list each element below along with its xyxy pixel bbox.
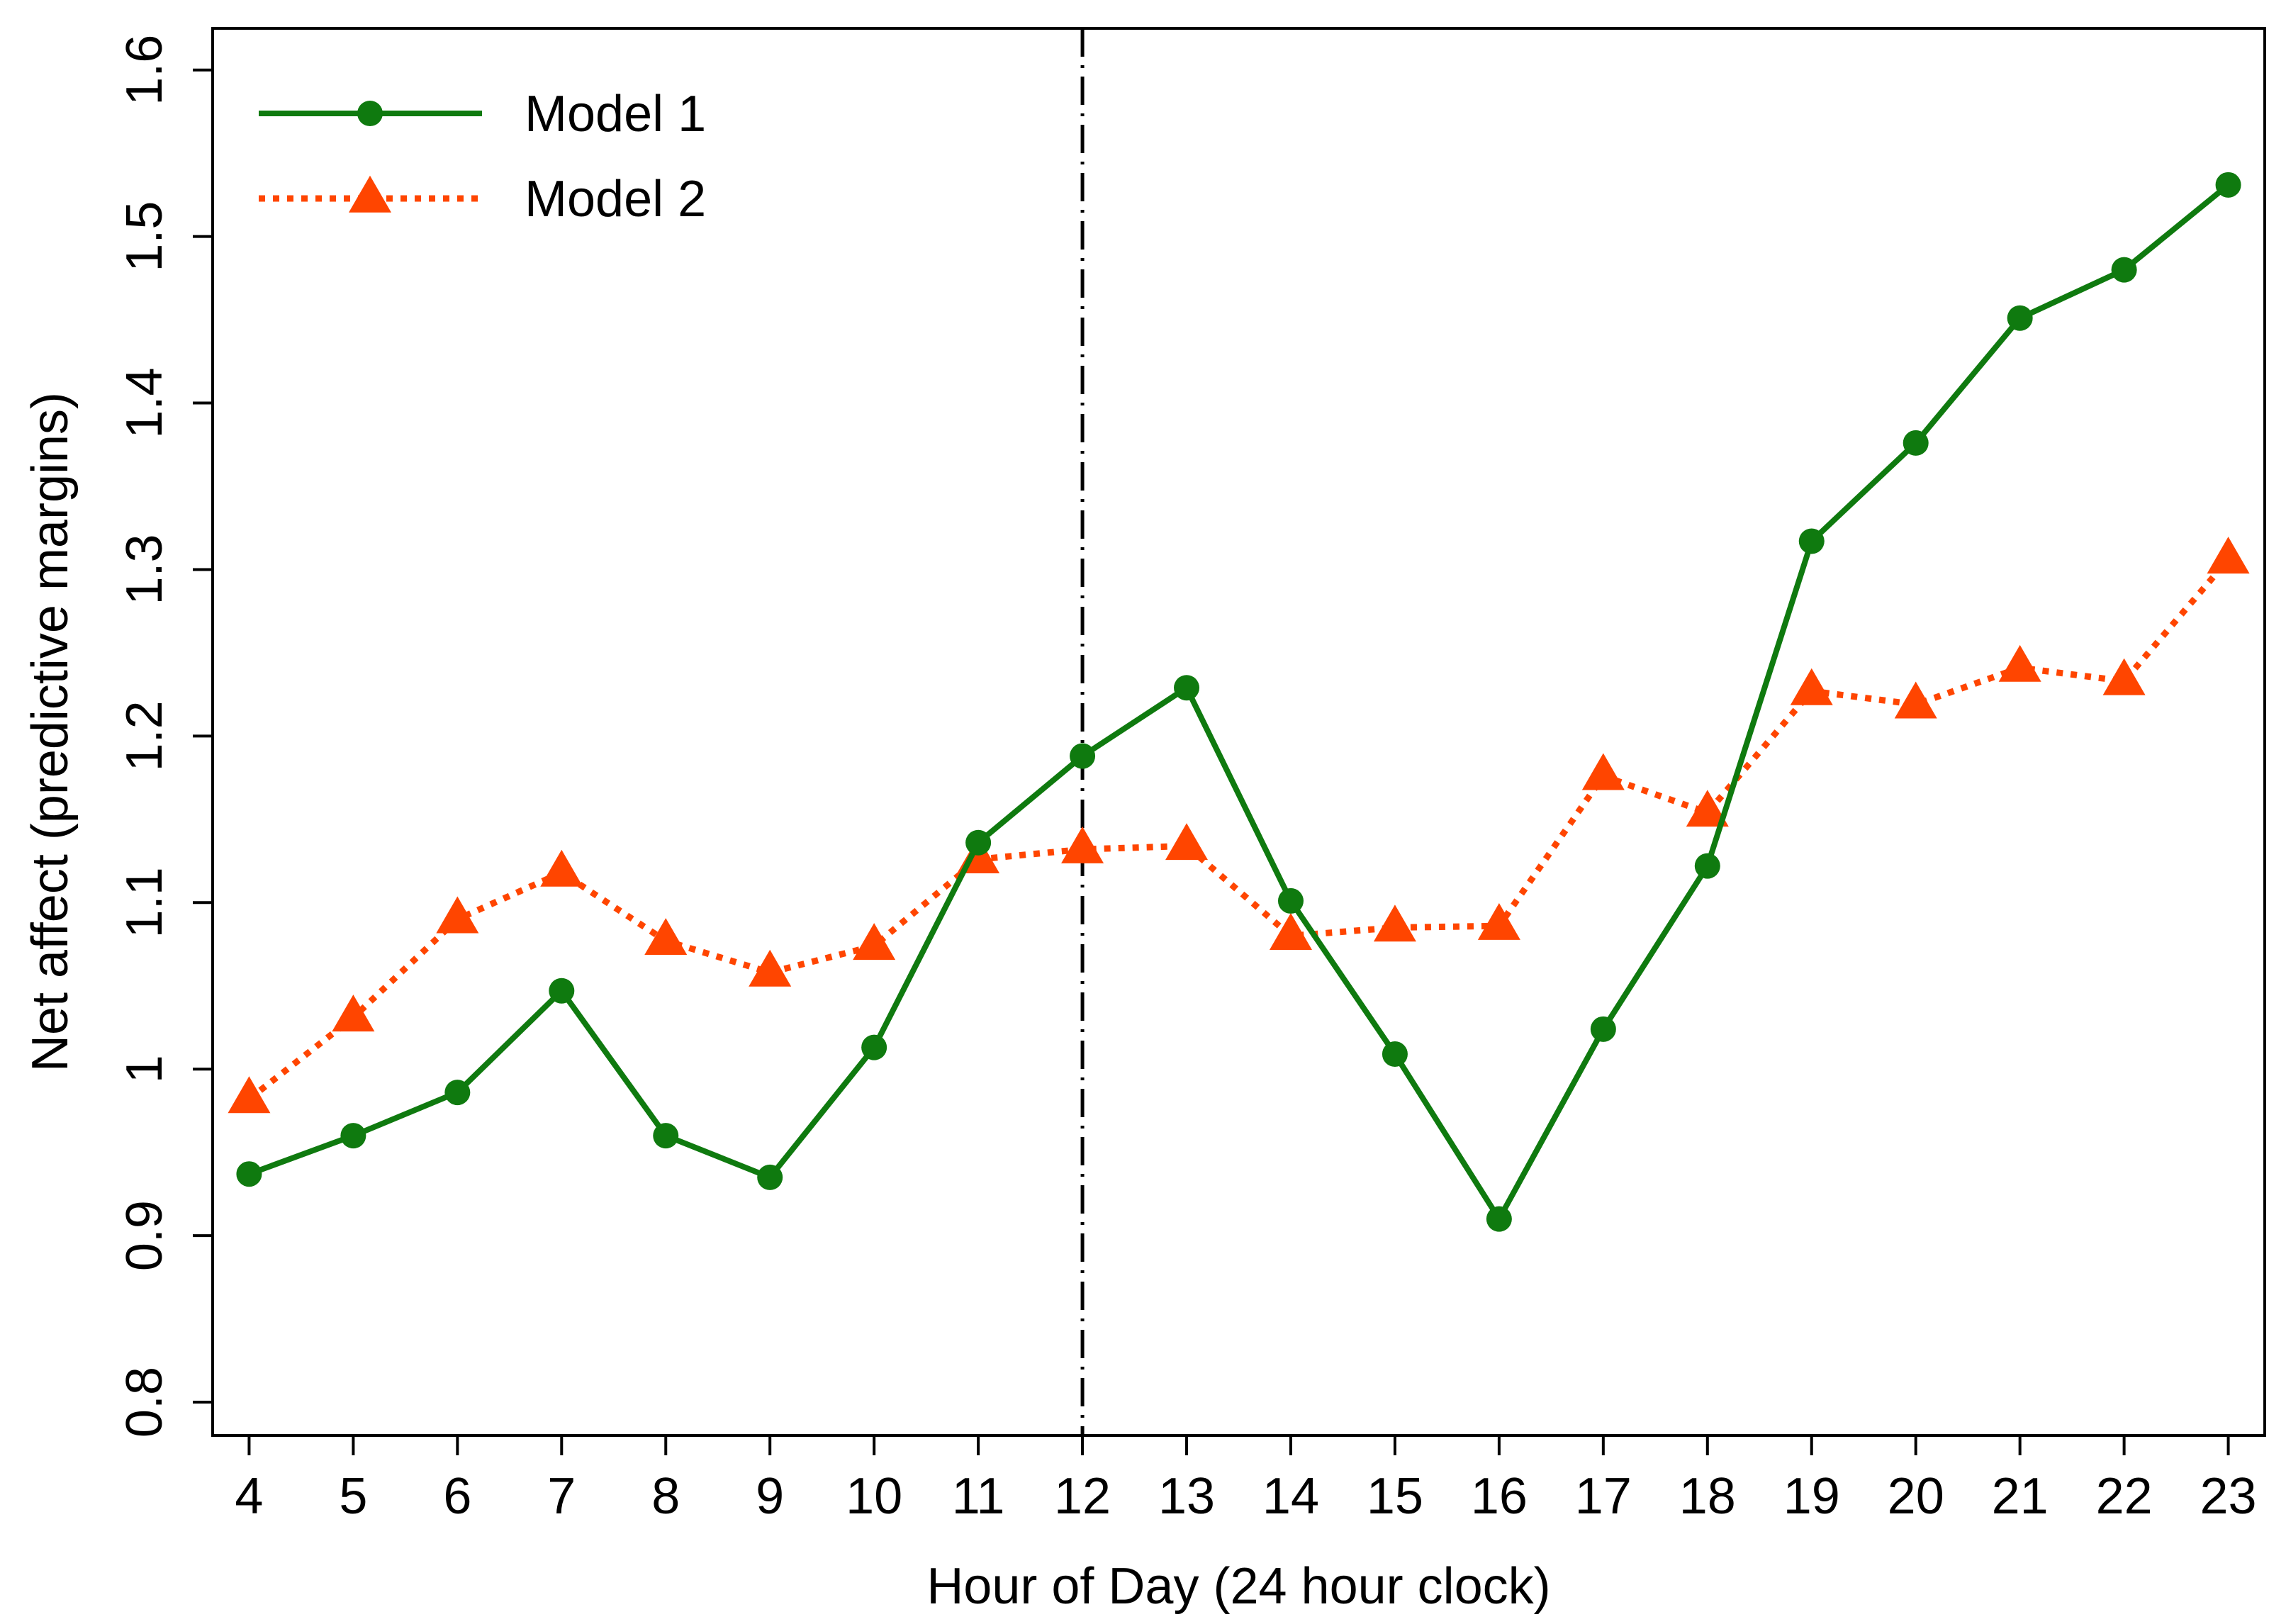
x-tick-label: 4 [235, 1468, 263, 1525]
y-tick-label: 0.8 [116, 1367, 173, 1438]
x-tick-label: 8 [651, 1468, 680, 1525]
data-point-model-2 [1477, 902, 1520, 940]
data-point-model-2 [1998, 644, 2041, 682]
data-point-model-1 [1798, 528, 1825, 554]
legend-label-model-1: Model 1 [525, 86, 706, 142]
data-point-model-1 [1694, 853, 1720, 879]
data-point-model-2 [853, 923, 896, 961]
data-point-model-2 [332, 995, 375, 1032]
data-point-model-1 [2007, 305, 2033, 331]
legend: Model 1 Model 2 [259, 86, 706, 228]
series-line-model-2 [247, 557, 2231, 1102]
data-point-model-2 [749, 949, 792, 987]
data-point-model-1 [757, 1164, 783, 1190]
x-tick-label: 6 [443, 1468, 471, 1525]
data-point-model-1 [1590, 1016, 1616, 1042]
legend-marker-model-1 [357, 101, 383, 126]
data-point-model-2 [1894, 681, 1937, 719]
data-point-model-2 [1373, 905, 1416, 942]
x-axis-title: Hour of Day (24 hour clock) [926, 1558, 1550, 1615]
series-layer [228, 172, 2250, 1232]
series-model-1 [236, 172, 2241, 1232]
y-tick-label: 0.9 [116, 1200, 173, 1271]
data-point-model-2 [644, 918, 688, 956]
x-tick-label: 10 [846, 1468, 902, 1525]
x-tick-label: 17 [1575, 1468, 1632, 1525]
x-tick-label: 11 [952, 1468, 1005, 1525]
data-point-model-2 [1165, 823, 1209, 861]
data-point-model-1 [1903, 430, 1929, 456]
y-tick-label: 1 [116, 1055, 173, 1083]
data-point-model-1 [2111, 257, 2137, 283]
x-tick-label: 7 [547, 1468, 576, 1525]
data-point-model-1 [861, 1034, 887, 1060]
data-point-model-1 [1486, 1206, 1512, 1232]
data-point-model-2 [436, 896, 479, 934]
data-point-model-1 [653, 1123, 679, 1149]
y-tick-label: 1.5 [116, 201, 173, 272]
x-tick-label: 21 [1992, 1468, 2049, 1525]
x-tick-label: 9 [756, 1468, 784, 1525]
x-tick-label: 22 [2096, 1468, 2153, 1525]
y-tick-label: 1.6 [116, 35, 173, 106]
x-tick-label: 20 [1888, 1468, 1944, 1525]
y-tick-label: 1.3 [116, 534, 173, 605]
data-point-model-1 [1277, 887, 1304, 914]
series-line-model-1 [248, 182, 2231, 1222]
data-point-model-2 [2102, 658, 2146, 695]
x-tick-label: 15 [1367, 1468, 1423, 1525]
data-point-model-2 [1061, 826, 1104, 863]
data-point-model-2 [1269, 913, 1312, 951]
x-tick-label: 18 [1679, 1468, 1736, 1525]
data-point-model-1 [1070, 743, 1096, 769]
y-axis: 0.8 0.9 1 1.1 1.2 1.3 1.4 1.5 1.6 [116, 35, 213, 1438]
y-axis-title: Net affect (predictive margins) [22, 392, 79, 1072]
data-point-model-1 [236, 1161, 262, 1187]
data-point-model-1 [549, 978, 575, 1004]
data-point-model-2 [1581, 753, 1625, 790]
y-tick-label: 1.4 [116, 368, 173, 439]
data-point-model-1 [340, 1123, 366, 1149]
data-point-model-2 [1790, 668, 1833, 705]
data-point-model-1 [444, 1080, 471, 1106]
data-point-model-1 [1174, 675, 1200, 701]
x-tick-label: 23 [2200, 1468, 2257, 1525]
data-point-model-1 [1382, 1041, 1408, 1068]
data-point-model-1 [965, 829, 992, 856]
legend-marker-model-2 [349, 175, 391, 213]
data-point-model-2 [2207, 537, 2250, 574]
x-tick-label: 13 [1158, 1468, 1215, 1525]
x-tick-label: 19 [1783, 1468, 1840, 1525]
data-point-model-2 [1686, 790, 1729, 827]
x-tick-label: 5 [339, 1468, 367, 1525]
series-model-2 [228, 537, 2250, 1114]
data-point-model-2 [228, 1076, 271, 1114]
x-tick-label: 14 [1262, 1468, 1319, 1525]
y-tick-label: 1.1 [116, 867, 173, 938]
plot-area-frame [211, 27, 2266, 1437]
data-point-model-1 [2215, 172, 2241, 198]
x-axis: 4 5 6 7 8 9 10 11 12 13 14 15 16 17 18 19 20 21 22 23 [235, 1435, 2257, 1525]
x-tick-label: 12 [1054, 1468, 1111, 1525]
data-point-model-2 [540, 849, 583, 887]
x-tick-label: 16 [1471, 1468, 1528, 1525]
legend-label-model-2: Model 2 [525, 171, 706, 228]
y-tick-label: 1.2 [116, 700, 173, 771]
